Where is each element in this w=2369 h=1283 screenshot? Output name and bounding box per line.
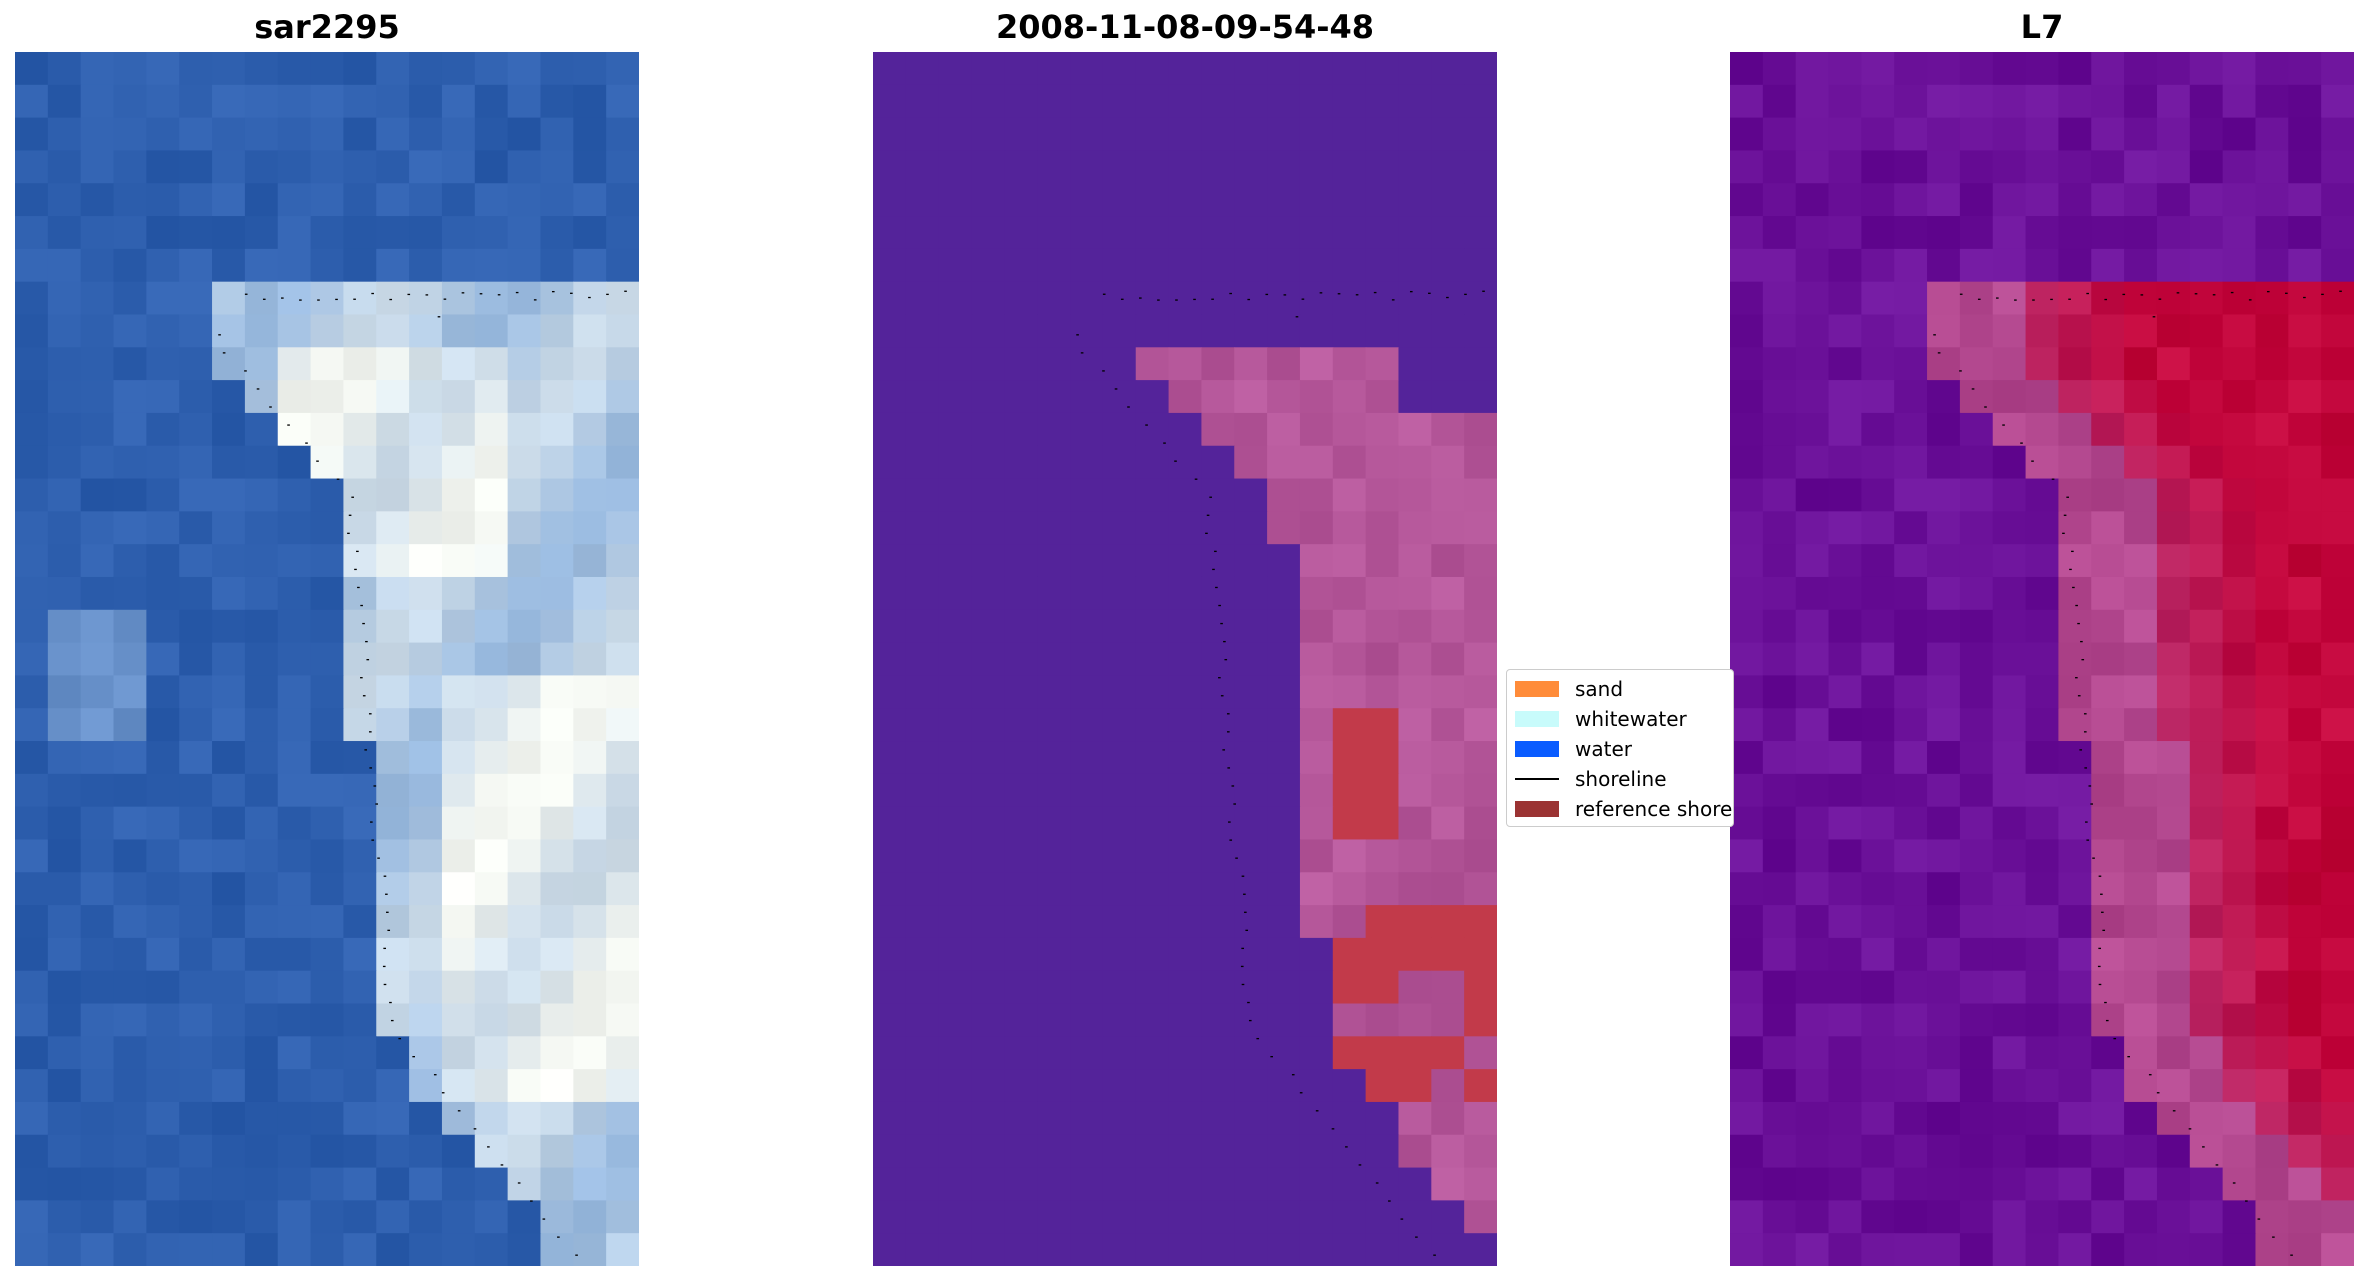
legend-item-water: water: [1515, 735, 1632, 763]
legend-item-sand: sand: [1515, 675, 1623, 703]
whitewater-swatch: [1515, 711, 1559, 727]
legend-item-shoreline: shoreline: [1515, 765, 1667, 793]
legend-label-reference-shoreline: reference shoreline: [1575, 797, 1733, 821]
classified-image: [873, 52, 1497, 1266]
legend-item-whitewater: whitewater: [1515, 705, 1687, 733]
shoreline-swatch: [1515, 778, 1559, 780]
classified-image-panel: [873, 52, 1497, 1266]
legend-label-shoreline: shoreline: [1575, 767, 1667, 791]
legend-label-water: water: [1575, 737, 1632, 761]
rgb-image-panel: [15, 52, 639, 1266]
panel-title-3: L7: [2020, 8, 2064, 46]
legend-label-whitewater: whitewater: [1575, 707, 1687, 731]
legend: sand whitewater water shoreline referenc…: [1506, 669, 1734, 827]
rgb-image: [15, 52, 639, 1266]
index-image-panel: [1730, 52, 2354, 1266]
water-swatch: [1515, 741, 1559, 757]
legend-item-reference-shoreline: reference shoreline: [1515, 795, 1733, 823]
index-image: [1730, 52, 2354, 1266]
panel-title-2: 2008-11-08-09-54-48: [995, 8, 1375, 46]
legend-label-sand: sand: [1575, 677, 1624, 701]
panel-title-1: sar2295: [254, 8, 400, 46]
sand-swatch: [1515, 681, 1559, 697]
reference-shoreline-swatch: [1515, 801, 1559, 817]
